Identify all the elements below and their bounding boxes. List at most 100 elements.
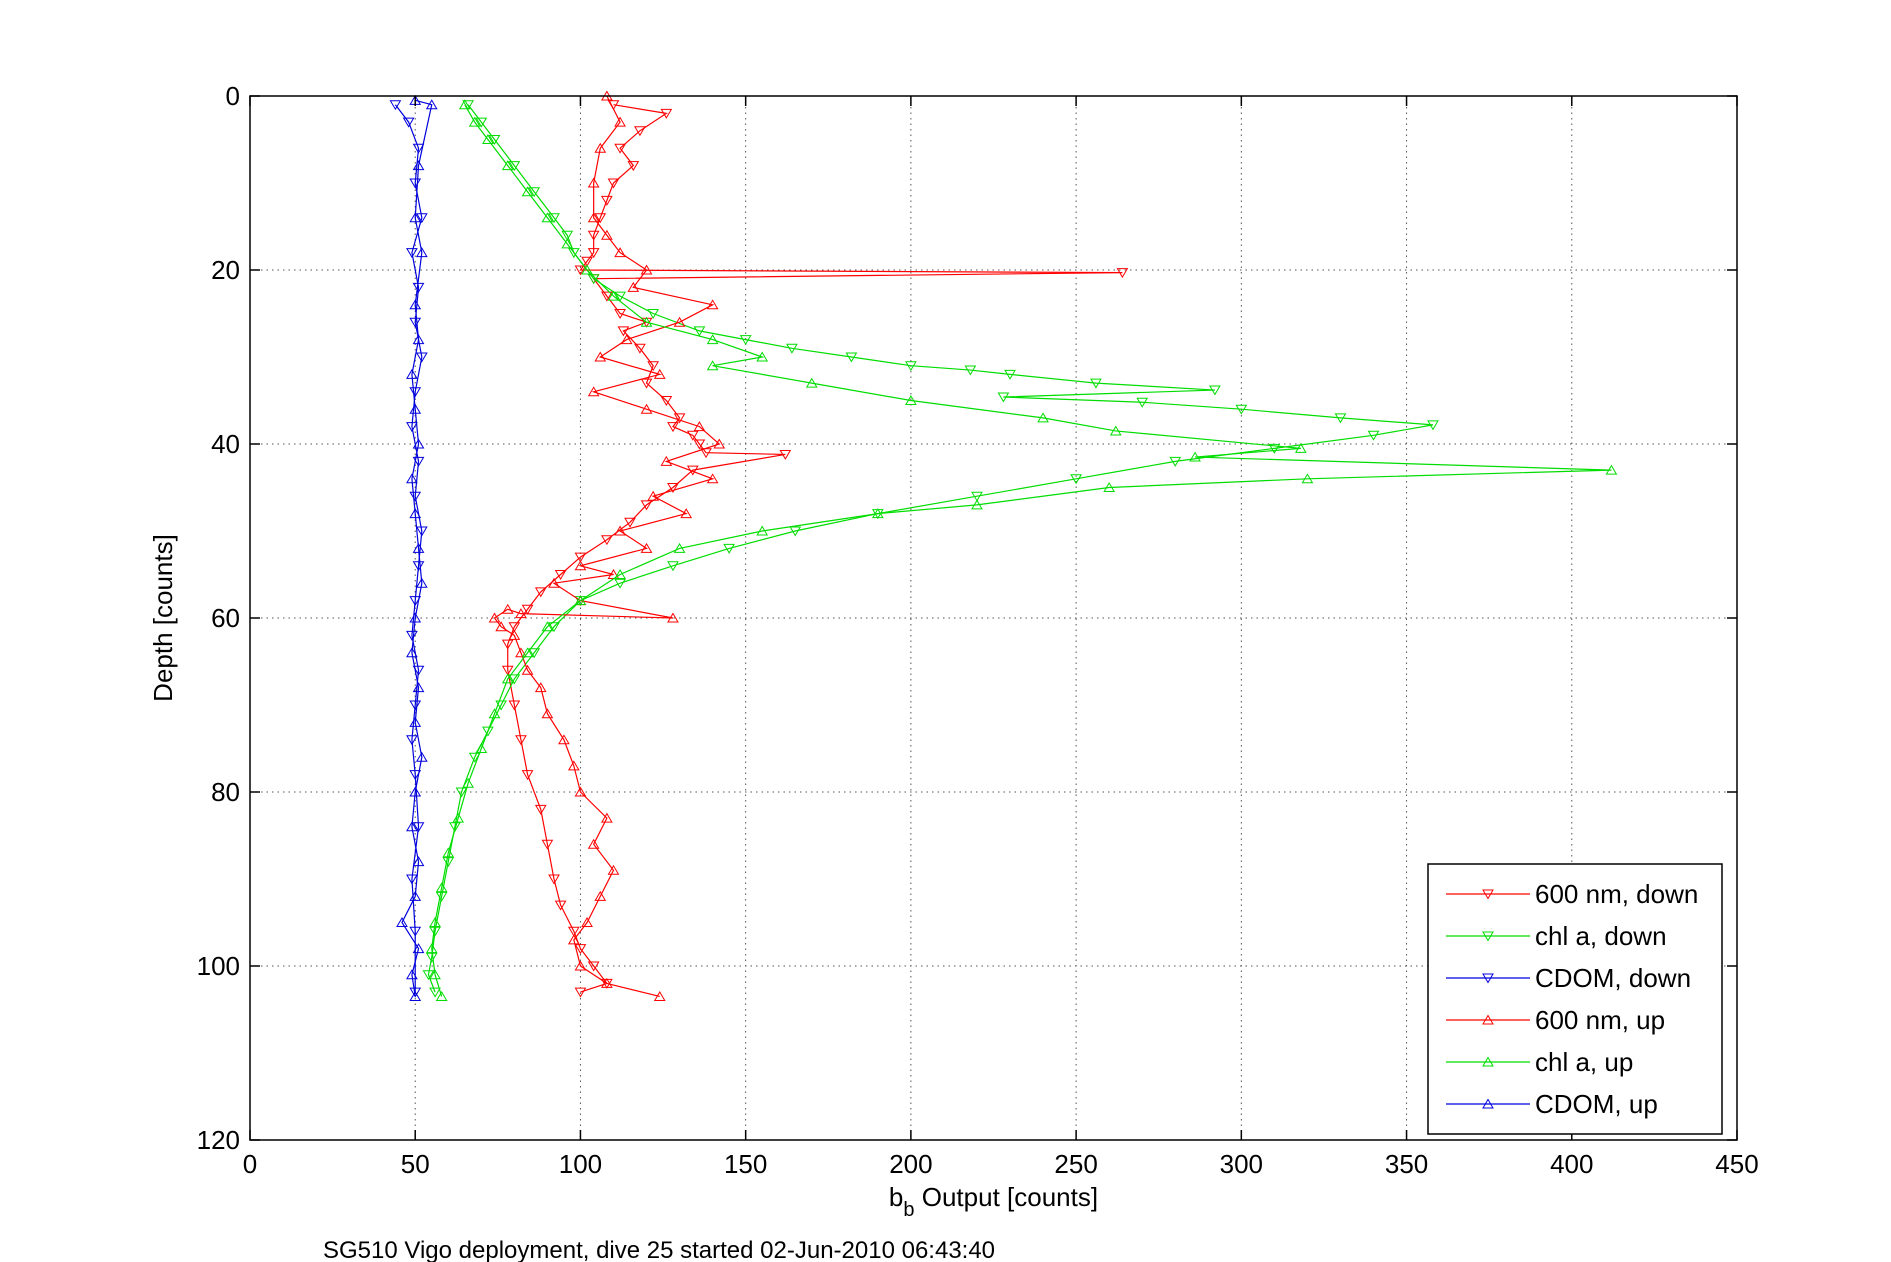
legend-marker [1482, 889, 1494, 900]
data-point [412, 561, 425, 572]
data-point [409, 926, 422, 937]
data-point [412, 943, 425, 954]
data-point [640, 542, 653, 553]
data-point [534, 682, 547, 693]
data-point [667, 612, 679, 623]
data-point [409, 612, 422, 623]
data-point [614, 525, 626, 536]
data-point [415, 213, 428, 224]
data-point [521, 604, 534, 615]
data-point [1268, 443, 1281, 454]
data-point [667, 422, 679, 433]
data-point [409, 770, 422, 781]
data-point [412, 542, 425, 553]
data-point [406, 630, 418, 641]
data-point [756, 525, 769, 536]
data-point [587, 386, 600, 397]
data-point [488, 612, 501, 623]
data-point [396, 917, 408, 927]
x-axis-label-main: b [889, 1182, 903, 1212]
data-point [409, 990, 422, 1001]
data-point [587, 248, 600, 259]
data-point [1109, 425, 1122, 436]
data-point [412, 334, 425, 345]
data-point [601, 291, 613, 302]
data-point [501, 639, 514, 650]
data-point [425, 943, 438, 954]
data-point [1209, 385, 1221, 396]
data-point [601, 977, 613, 988]
data-point [501, 160, 514, 171]
data-point [620, 334, 633, 345]
data-point [554, 900, 567, 911]
data-point [409, 317, 422, 328]
data-point [871, 508, 884, 519]
data-point [435, 990, 448, 1001]
legend-marker [1482, 1056, 1494, 1067]
legend-label: chl a, up [1535, 1047, 1633, 1077]
data-point [587, 230, 600, 241]
series-2 [389, 100, 428, 998]
data-point [508, 700, 521, 711]
data-point [508, 629, 521, 640]
legend-label: CDOM, up [1535, 1089, 1658, 1119]
x-tick-label: 0 [243, 1149, 257, 1179]
data-point [706, 334, 719, 345]
data-point [574, 265, 587, 276]
data-point [614, 143, 626, 154]
data-point [647, 490, 660, 501]
data-point [409, 786, 422, 797]
data-point [660, 108, 673, 119]
data-point [435, 882, 448, 893]
data-point [1116, 268, 1129, 279]
data-point [673, 316, 686, 327]
data-point [415, 247, 428, 258]
data-point [574, 944, 587, 955]
data-point [1169, 456, 1182, 467]
figure-caption: SG510 Vigo deployment, dive 25 started 0… [323, 1237, 995, 1262]
data-point [409, 299, 422, 310]
data-point [587, 177, 600, 188]
data-point [587, 212, 600, 223]
data-point [508, 674, 521, 685]
y-tick-label: 120 [197, 1125, 240, 1155]
data-point [412, 143, 425, 154]
data-point [406, 969, 418, 980]
y-tick-label: 0 [226, 81, 240, 111]
data-point [475, 117, 488, 128]
x-tick-label: 400 [1550, 1149, 1593, 1179]
data-point [660, 455, 673, 466]
data-point [567, 934, 580, 945]
series-4 [425, 99, 1618, 1001]
data-point [1301, 473, 1314, 484]
data-point [515, 647, 527, 658]
data-point [647, 309, 660, 319]
data-point [409, 491, 422, 502]
data-point [534, 587, 547, 598]
data-point [541, 621, 554, 632]
y-axis-label: Depth [counts] [148, 534, 178, 702]
data-point [601, 812, 613, 823]
legend-marker [1482, 931, 1494, 942]
data-point [541, 708, 554, 719]
data-point [1427, 420, 1439, 431]
data-point [468, 752, 481, 763]
legend-marker [1482, 973, 1494, 984]
data-point [412, 665, 425, 676]
x-tick-label: 350 [1385, 1149, 1428, 1179]
legend-marker [1482, 1098, 1494, 1109]
data-point [601, 535, 613, 546]
data-point [521, 647, 534, 658]
legend: 600 nm, down chl a, down CDOM, down 600 nm,… [1427, 863, 1723, 1135]
data-point [723, 543, 736, 554]
y-tick-label: 20 [211, 255, 240, 285]
data-point [706, 299, 719, 310]
x-tick-label: 150 [724, 1149, 767, 1179]
data-point [406, 821, 418, 832]
data-point [548, 874, 560, 885]
data-point [640, 500, 653, 511]
data-point [409, 596, 422, 607]
data-point [627, 161, 640, 172]
x-axis-label: bb Output [counts] [889, 1182, 1098, 1221]
